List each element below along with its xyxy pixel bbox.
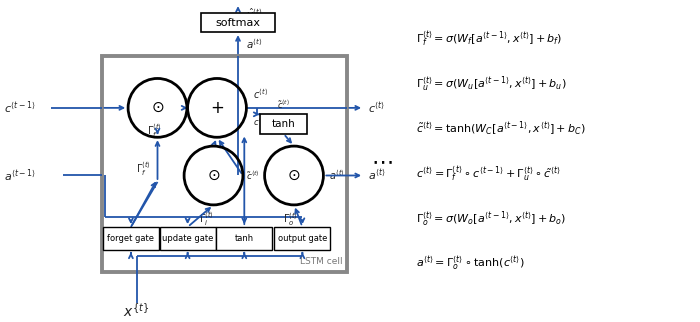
- Text: update gate: update gate: [162, 234, 214, 243]
- Text: $a^{\langle t \rangle} = \Gamma_o^{\langle t \rangle} \circ \tanh(c^{\langle t \: $a^{\langle t \rangle} = \Gamma_o^{\lang…: [416, 255, 525, 273]
- Text: output gate: output gate: [278, 234, 327, 243]
- Text: $\Gamma_o^{\langle t \rangle}$: $\Gamma_o^{\langle t \rangle}$: [283, 211, 298, 228]
- FancyBboxPatch shape: [160, 227, 216, 250]
- Text: softmax: softmax: [216, 17, 260, 28]
- Text: $\Gamma_f^{\langle t \rangle} = \sigma(W_f[a^{\langle t-1 \rangle},x^{\langle t : $\Gamma_f^{\langle t \rangle} = \sigma(W…: [416, 29, 563, 49]
- Text: $c^{\langle t-1 \rangle}$: $c^{\langle t-1 \rangle}$: [4, 99, 35, 116]
- Text: $\cdots$: $\cdots$: [371, 151, 392, 171]
- Text: tanh: tanh: [234, 234, 254, 243]
- Text: $\tilde{c}^{\langle t \rangle}$: $\tilde{c}^{\langle t \rangle}$: [277, 99, 290, 111]
- FancyBboxPatch shape: [102, 56, 346, 272]
- Text: $\Gamma_u^{\langle t \rangle} = \sigma(W_u[a^{\langle t-1 \rangle},x^{\langle t : $\Gamma_u^{\langle t \rangle} = \sigma(W…: [416, 74, 567, 93]
- Text: $c^{\langle t \rangle}$: $c^{\langle t \rangle}$: [368, 100, 384, 116]
- Text: $c^{\langle t \rangle}$: $c^{\langle t \rangle}$: [253, 88, 269, 101]
- Text: $a^{\langle t-1 \rangle}$: $a^{\langle t-1 \rangle}$: [4, 167, 36, 184]
- Text: $\odot$: $\odot$: [287, 168, 301, 183]
- FancyBboxPatch shape: [202, 13, 274, 32]
- Text: $\Gamma_f^{\langle t \rangle}$: $\Gamma_f^{\langle t \rangle}$: [136, 160, 151, 178]
- FancyBboxPatch shape: [260, 114, 307, 134]
- FancyBboxPatch shape: [103, 227, 159, 250]
- FancyBboxPatch shape: [216, 227, 272, 250]
- Text: $\odot$: $\odot$: [206, 168, 220, 183]
- Text: $c^{\prime\prime}$: $c^{\prime\prime}$: [253, 116, 263, 127]
- Text: $\tilde{c}^{\langle t \rangle} = \tanh(W_C[a^{\langle t-1 \rangle},x^{\langle t : $\tilde{c}^{\langle t \rangle} = \tanh(W…: [416, 119, 586, 138]
- Text: LSTM cell: LSTM cell: [300, 257, 343, 266]
- Text: $a^{\langle t \rangle}$: $a^{\langle t \rangle}$: [246, 37, 263, 51]
- Text: $\Gamma_i^{\langle t \rangle}$: $\Gamma_i^{\langle t \rangle}$: [199, 211, 214, 228]
- Text: $c^{\langle t \rangle} = \Gamma_f^{\langle t \rangle} \circ c^{\langle t-1 \rang: $c^{\langle t \rangle} = \Gamma_f^{\lang…: [416, 164, 561, 184]
- Text: tanh: tanh: [272, 119, 295, 129]
- Text: $\Gamma_f^{\langle t \rangle}$: $\Gamma_f^{\langle t \rangle}$: [146, 123, 162, 140]
- FancyBboxPatch shape: [274, 227, 330, 250]
- Text: $\Gamma_o^{\langle t \rangle} = \sigma(W_o[a^{\langle t-1 \rangle},x^{\langle t : $\Gamma_o^{\langle t \rangle} = \sigma(W…: [416, 209, 567, 229]
- Text: $a^{\langle t \rangle}$: $a^{\langle t \rangle}$: [368, 168, 385, 183]
- Text: $x^{\{t\}}$: $x^{\{t\}}$: [123, 302, 150, 320]
- Text: $\tilde{c}^{\langle t \rangle}$: $\tilde{c}^{\langle t \rangle}$: [246, 169, 260, 182]
- Text: $a^{\langle t \rangle}$: $a^{\langle t \rangle}$: [329, 169, 345, 182]
- Text: $+$: $+$: [210, 99, 224, 117]
- Text: $\hat{y}^{\langle t \rangle}$: $\hat{y}^{\langle t \rangle}$: [246, 6, 262, 23]
- Text: $\odot$: $\odot$: [150, 100, 164, 115]
- Text: forget gate: forget gate: [107, 234, 155, 243]
